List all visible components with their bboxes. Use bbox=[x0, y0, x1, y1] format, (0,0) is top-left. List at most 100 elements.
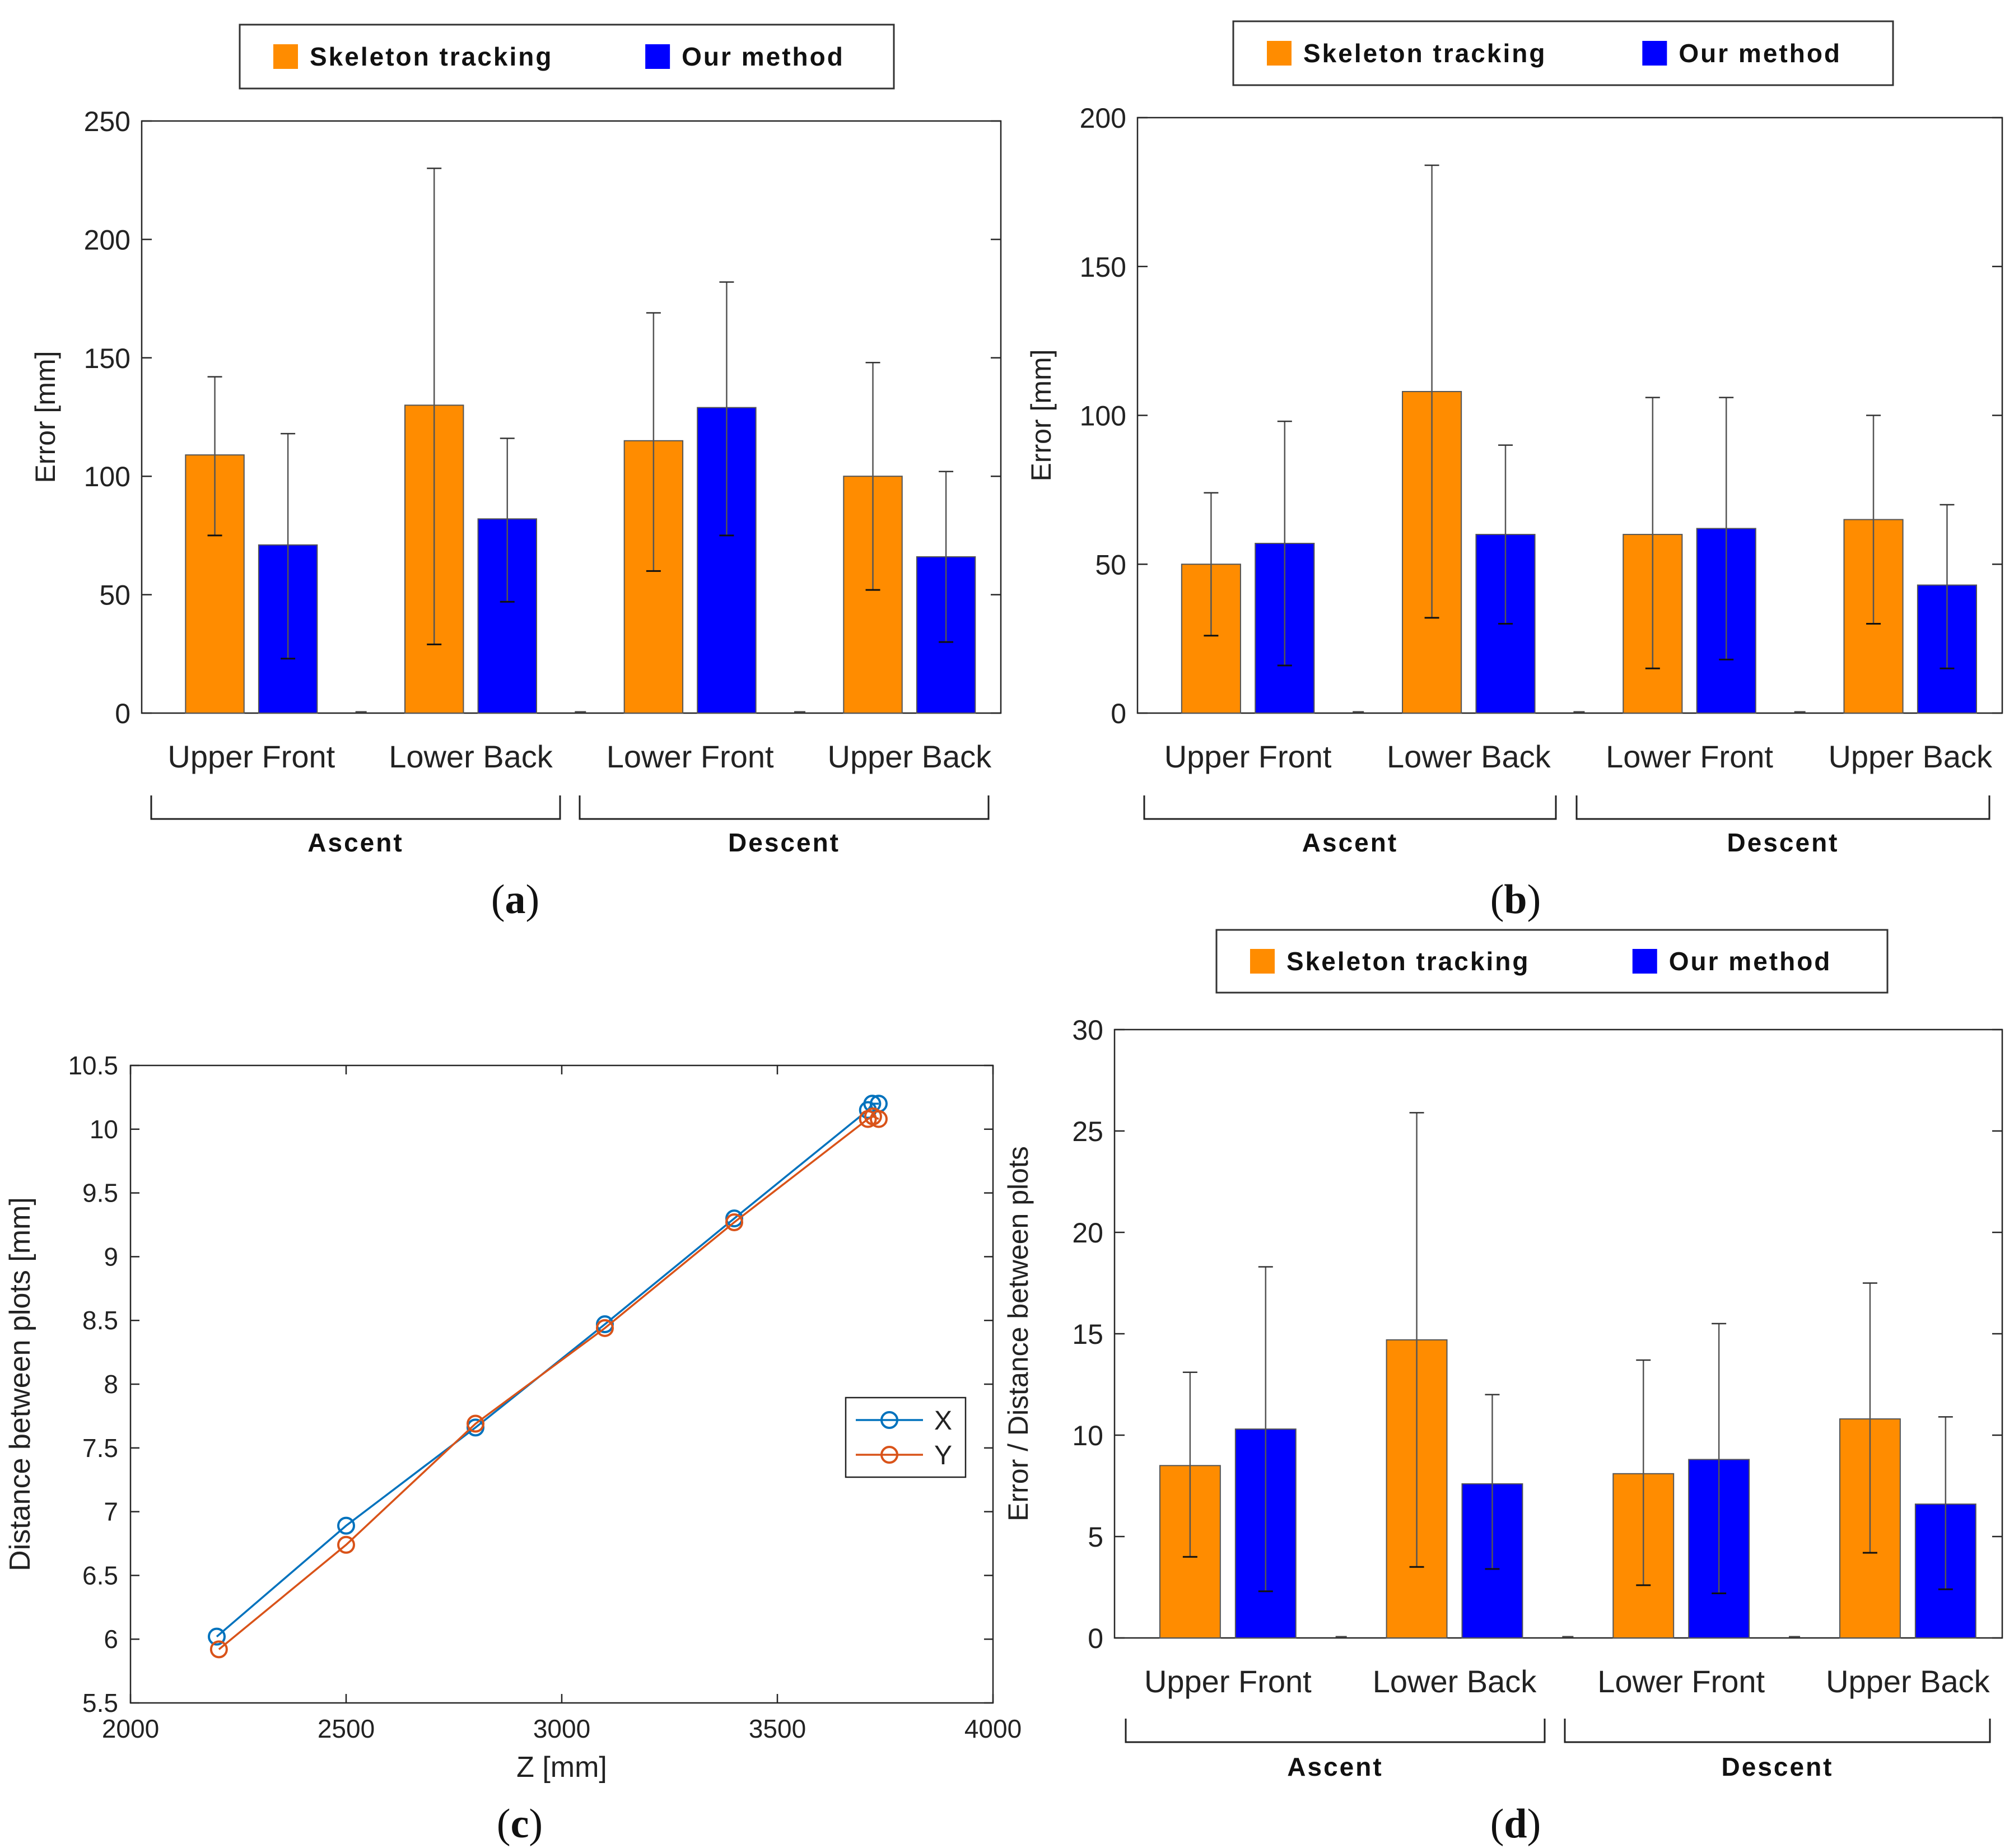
data-point-y bbox=[209, 1640, 228, 1659]
legend-label-y: Y bbox=[934, 1441, 952, 1470]
category-label: Lower Front bbox=[607, 739, 774, 774]
bar-group-upper-front bbox=[1159, 1266, 1297, 1639]
y-tick-label: 10.5 bbox=[68, 1051, 118, 1080]
legend-label-x: X bbox=[934, 1406, 952, 1436]
category-label: Lower Back bbox=[1373, 1664, 1537, 1699]
y-tick-label: 6.5 bbox=[82, 1561, 118, 1590]
group-bracket bbox=[1575, 795, 1990, 820]
bar-group-lower-front bbox=[1623, 397, 1756, 714]
y-tick-label: 9.5 bbox=[82, 1179, 118, 1208]
group-label: Ascent bbox=[1287, 1752, 1383, 1781]
category-label: Upper Front bbox=[1144, 1664, 1312, 1699]
legend-label-skeleton: Skeleton tracking bbox=[1303, 39, 1546, 68]
category-label: Lower Front bbox=[1597, 1664, 1765, 1699]
y-tick-label: 6 bbox=[104, 1624, 118, 1654]
legend-marker-y bbox=[880, 1446, 898, 1464]
legend-box bbox=[845, 1397, 967, 1478]
panel-a: Skeleton tracking Our method 0 50 100 150 200 2… bbox=[30, 24, 1002, 923]
data-point-y bbox=[725, 1213, 743, 1231]
category-label: Upper Back bbox=[828, 739, 992, 774]
category-label: Upper Back bbox=[1828, 739, 1993, 774]
x-tick-label: 3000 bbox=[533, 1714, 590, 1743]
y-tick-label: 250 bbox=[84, 106, 130, 137]
x-tick-label: 3500 bbox=[749, 1714, 806, 1743]
group-bracket bbox=[150, 795, 561, 820]
bar-group-upper-back bbox=[1839, 1282, 1976, 1639]
legend-swatch-ours bbox=[1642, 41, 1667, 66]
legend-label-skeleton: Skeleton tracking bbox=[1286, 947, 1530, 976]
legend-label-ours: Our method bbox=[1669, 947, 1832, 976]
group-label: Ascent bbox=[307, 828, 403, 857]
bar-group-lower-back bbox=[404, 167, 537, 714]
x-tick-label: 2000 bbox=[102, 1714, 159, 1743]
y-tick-label: 10 bbox=[90, 1115, 118, 1144]
category-label: Lower Back bbox=[1387, 739, 1551, 774]
y-tick-label: 150 bbox=[1080, 252, 1126, 283]
bar-group-upper-front bbox=[1181, 420, 1315, 714]
group-label: Descent bbox=[1727, 828, 1839, 857]
legend-swatch-skeleton bbox=[1267, 41, 1292, 66]
data-point-y bbox=[467, 1414, 484, 1433]
y-tick-label: 30 bbox=[1072, 1014, 1103, 1046]
panel-b: Skeleton tracking Our method 0 50 100 150 200 E… bbox=[1025, 20, 2003, 923]
x-tick-label: 4000 bbox=[964, 1714, 1022, 1743]
panel-label: (b) bbox=[1490, 877, 1541, 923]
y-tick-label: 20 bbox=[1072, 1217, 1103, 1249]
y-tick-label: 200 bbox=[84, 224, 130, 255]
series-y bbox=[209, 1107, 888, 1659]
y-tick-label: 200 bbox=[1080, 103, 1126, 134]
category-label: Lower Back bbox=[389, 739, 553, 774]
legend-swatch-ours bbox=[1632, 949, 1657, 974]
y-tick-label: 100 bbox=[1080, 401, 1126, 432]
legend-label-ours: Our method bbox=[1679, 39, 1841, 68]
y-axis-label: Error [mm] bbox=[1025, 349, 1057, 481]
legend-label-skeleton: Skeleton tracking bbox=[310, 42, 553, 71]
y-tick-label: 7 bbox=[104, 1497, 118, 1526]
group-label: Ascent bbox=[1302, 828, 1398, 857]
y-axis-label: Distance between plots [mm] bbox=[4, 1197, 36, 1571]
panel-label: (c) bbox=[497, 1801, 543, 1847]
y-tick-label: 10 bbox=[1072, 1420, 1103, 1451]
x-axis-label: Z [mm] bbox=[516, 1751, 607, 1784]
panel-label: (d) bbox=[1490, 1801, 1541, 1847]
bar-group-upper-back bbox=[1843, 415, 1978, 714]
bar-group-lower-front bbox=[1612, 1323, 1750, 1639]
data-point-x bbox=[208, 1627, 226, 1646]
legend-box bbox=[239, 24, 895, 90]
y-tick-label: 8 bbox=[104, 1370, 118, 1399]
data-point-y bbox=[596, 1319, 614, 1337]
bar-group-upper-front bbox=[185, 376, 318, 714]
data-point-y bbox=[337, 1535, 355, 1554]
panel-d: Skeleton tracking Our method 0 5 10 15 20 25 30 E… bbox=[1003, 929, 2003, 1847]
axes-frame bbox=[141, 120, 1002, 714]
y-tick-label: 0 bbox=[1111, 698, 1126, 729]
legend-swatch-skeleton bbox=[273, 44, 298, 69]
legend-swatch-ours bbox=[645, 44, 670, 69]
y-tick-label: 5 bbox=[1088, 1521, 1103, 1553]
legend-d: Skeleton tracking Our method bbox=[1215, 929, 1889, 994]
y-tick-label: 50 bbox=[99, 580, 130, 611]
y-tick-label: 0 bbox=[1088, 1623, 1103, 1654]
y-tick-label: 9 bbox=[104, 1242, 118, 1271]
y-tick-label: 15 bbox=[1072, 1319, 1103, 1350]
legend-box bbox=[1232, 20, 1894, 86]
panel-c: 2000 2500 3000 3500 4000 5.5 6 6.5 7 7.5 8 8.5 9 9.5 1… bbox=[4, 1051, 1022, 1847]
axes-frame bbox=[129, 1064, 994, 1704]
legend-c: XY bbox=[845, 1397, 967, 1478]
y-tick-label: 50 bbox=[1095, 549, 1126, 580]
legend-box bbox=[1215, 929, 1889, 994]
panel-label: (a) bbox=[491, 877, 539, 923]
data-point-y bbox=[869, 1110, 888, 1128]
legend-swatch-skeleton bbox=[1250, 949, 1275, 974]
legend-a: Skeleton tracking Our method bbox=[239, 24, 895, 90]
group-label: Descent bbox=[728, 828, 840, 857]
group-bracket bbox=[1564, 1719, 1991, 1743]
category-label: Lower Front bbox=[1606, 739, 1773, 774]
data-point-x bbox=[337, 1516, 355, 1535]
y-tick-label: 8.5 bbox=[82, 1306, 118, 1335]
y-tick-label: 5.5 bbox=[82, 1688, 118, 1717]
y-tick-label: 150 bbox=[84, 343, 130, 374]
bar-group-upper-back bbox=[843, 362, 976, 714]
legend-marker-x bbox=[880, 1411, 898, 1429]
